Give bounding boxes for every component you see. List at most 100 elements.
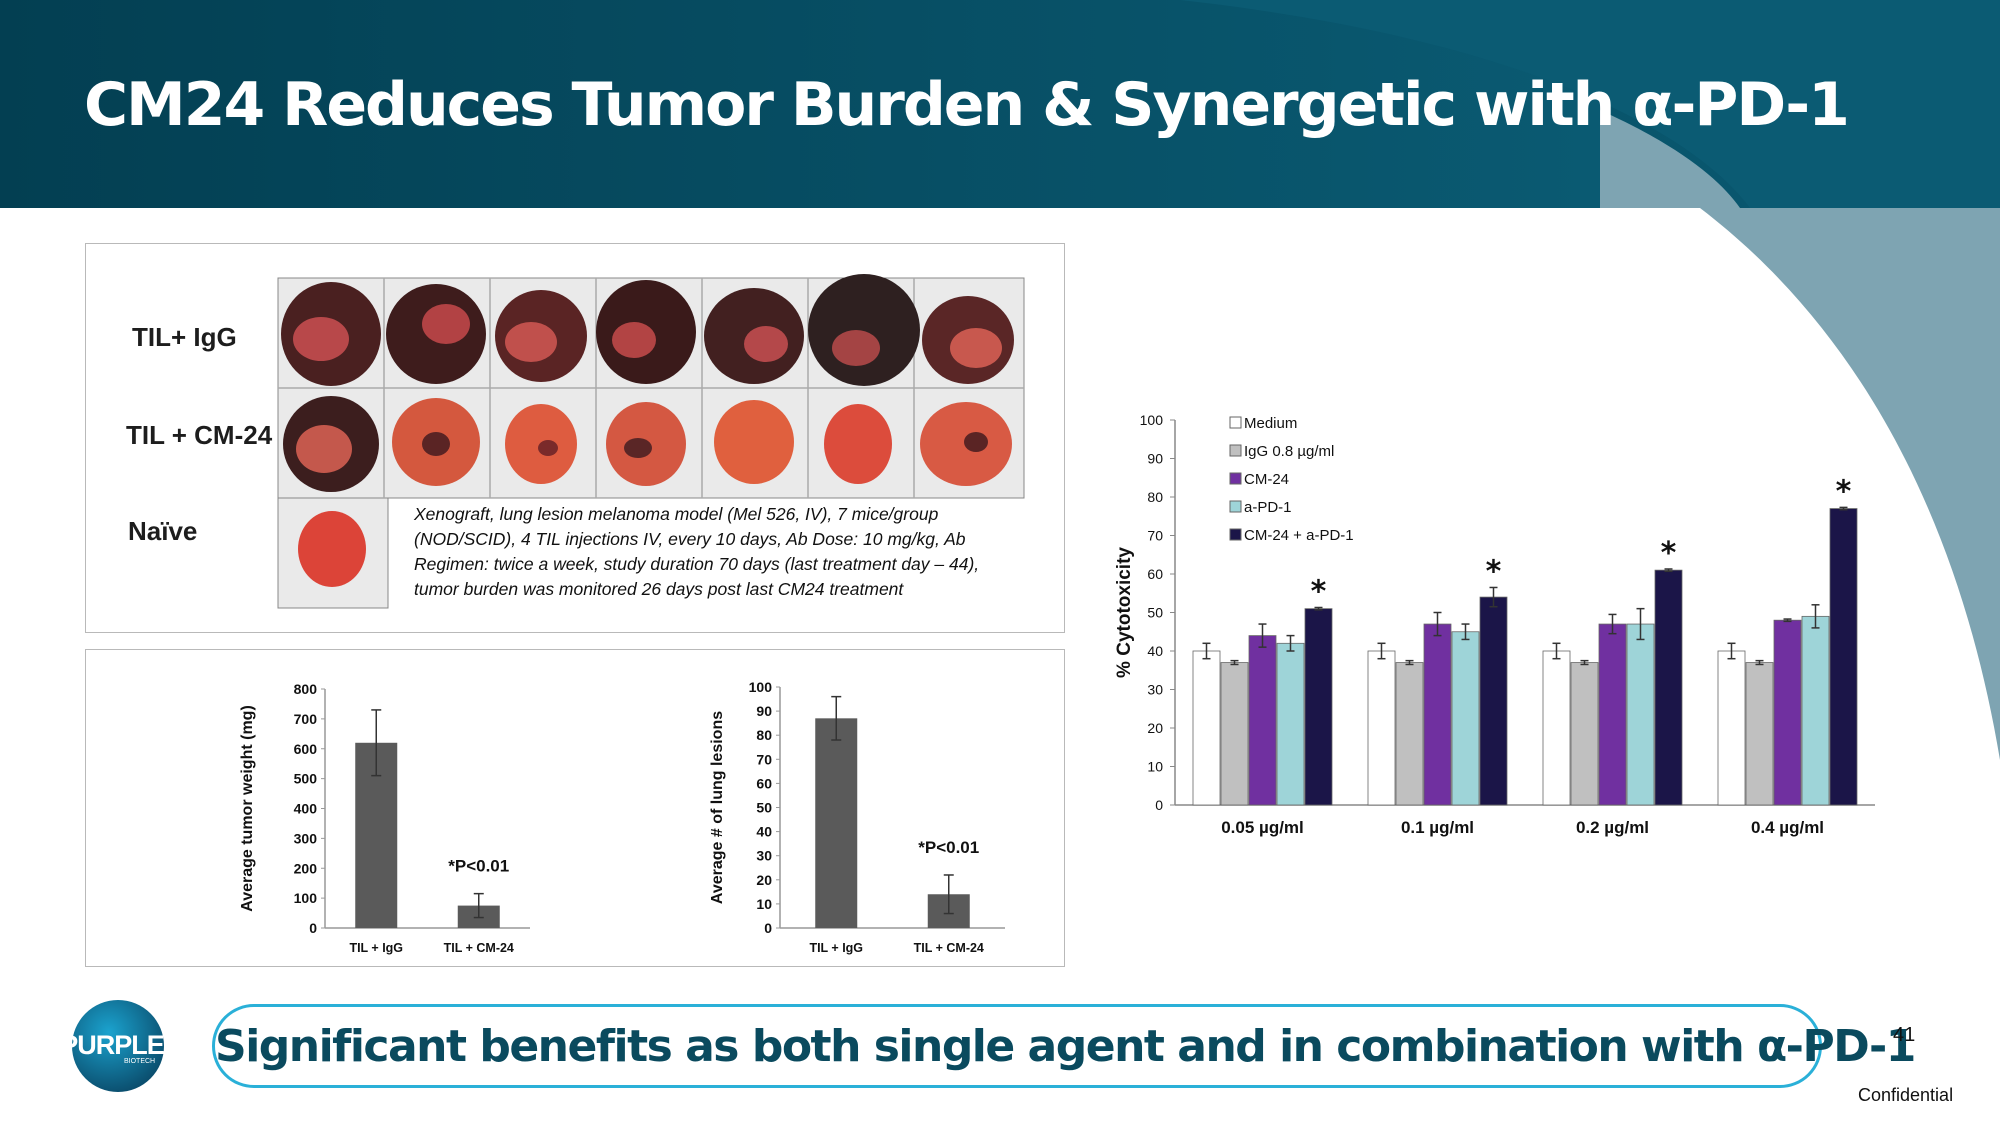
bar	[1829, 508, 1858, 806]
bar	[815, 718, 858, 928]
y-tick-label: 50	[1147, 605, 1163, 621]
error-bar	[1664, 568, 1673, 573]
significance-annotation: *P<0.01	[918, 838, 979, 857]
y-tick-label: 70	[1147, 528, 1163, 544]
y-axis-title: Average # of lung lesions	[709, 711, 726, 904]
y-tick-label: 200	[294, 860, 318, 876]
error-bar	[1839, 506, 1848, 511]
error-bar	[1314, 606, 1323, 611]
y-tick-label: 700	[294, 711, 318, 727]
y-tick-label: 500	[294, 771, 318, 787]
logo-subtext: BIOTECH	[124, 1058, 156, 1065]
y-tick-label: 60	[1147, 566, 1163, 582]
y-tick-label: 80	[1147, 489, 1163, 505]
naive-lung	[298, 511, 366, 587]
y-tick-label: 100	[294, 890, 318, 906]
legend-swatch	[1229, 472, 1242, 485]
x-tick-label: TIL + CM-24	[914, 941, 984, 955]
study-caption: Xenograft, lung lesion melanoma model (M…	[414, 504, 980, 599]
bar	[1451, 631, 1480, 806]
tumor-weight-chart: 0 100 200 300 400 500 600 700 800 TIL + IgG TIL + …	[239, 681, 530, 955]
error-bar	[473, 892, 484, 919]
significance-marker: *	[1836, 474, 1852, 509]
cytotoxicity-chart: 0 10 20 30 40 50 60 70 80 90 100 % Cytotoxicity * 0.0…	[1114, 412, 1875, 837]
y-tick-label: 10	[756, 896, 772, 912]
x-tick-label: 0.2 µg/ml	[1576, 818, 1649, 837]
y-tick-label: 300	[294, 830, 318, 846]
error-bar	[1608, 613, 1617, 635]
error-bar	[1636, 607, 1645, 641]
tumor-burden-panel	[85, 649, 1065, 967]
tagline: Significant benefits as both single agen…	[215, 1021, 1916, 1072]
error-bar	[1377, 642, 1386, 660]
y-tick-label: 0	[309, 920, 317, 936]
x-tick-label: TIL + IgG	[349, 941, 403, 955]
logo-wordmark: PURPLE	[60, 1030, 165, 1060]
y-tick-label: 400	[294, 801, 318, 817]
y-tick-label: 30	[756, 848, 772, 864]
bar	[1367, 650, 1396, 806]
significance-annotation: *P<0.01	[448, 857, 509, 876]
error-bar	[1552, 642, 1561, 660]
error-bar	[1230, 659, 1239, 666]
error-bar	[1286, 634, 1295, 652]
bar	[1717, 650, 1746, 806]
bar	[1423, 623, 1452, 806]
y-axis-title: Average tumor weight (mg)	[239, 705, 256, 912]
error-bar	[1258, 623, 1267, 648]
y-tick-label: 40	[1147, 643, 1163, 659]
company-logo: PURPLE BIOTECH	[52, 1000, 172, 1092]
page-number: 41	[1893, 1024, 1916, 1046]
legend-swatch	[1229, 500, 1242, 513]
y-axis-title: % Cytotoxicity	[1114, 547, 1135, 678]
legend-label: IgG 0.8 µg/ml	[1244, 443, 1334, 460]
row2-lungs	[283, 396, 1012, 492]
x-tick-label: 0.05 µg/ml	[1221, 818, 1304, 837]
y-tick-label: 100	[749, 679, 773, 695]
lung-lesions-chart: 0 10 20 30 40 50 60 70 80 90 100 TIL + IgG TIL + CM-…	[709, 679, 1005, 955]
y-tick-label: 70	[756, 751, 772, 767]
bar	[1479, 596, 1508, 806]
y-tick-label: 600	[294, 741, 318, 757]
tagline-box: Significant benefits as both single agen…	[212, 1004, 1916, 1088]
bar	[1773, 619, 1802, 806]
bar	[1626, 623, 1655, 806]
x-tick-label: TIL + CM-24	[444, 941, 514, 955]
y-tick-label: 20	[1147, 720, 1163, 736]
row-label-til-cm24: TIL + CM-24	[126, 420, 273, 450]
y-tick-label: 60	[756, 775, 772, 791]
significance-marker: *	[1661, 536, 1677, 571]
bar	[1395, 662, 1424, 806]
lung-photos	[277, 274, 1025, 609]
error-bar	[1811, 604, 1820, 629]
legend-swatch	[1229, 528, 1242, 541]
confidential-label: Confidential	[1858, 1085, 1954, 1105]
bar	[1654, 569, 1683, 806]
y-tick-label: 0	[764, 920, 772, 936]
legend-label: Medium	[1244, 415, 1297, 432]
x-tick-label: TIL + IgG	[809, 941, 863, 955]
error-bar	[1405, 659, 1414, 666]
y-tick-label: 90	[756, 703, 772, 719]
slide-title: CM24 Reduces Tumor Burden & Synergetic w…	[84, 70, 1850, 140]
error-bar	[1489, 586, 1498, 608]
row-label-naive: Naïve	[128, 516, 198, 546]
legend-label: CM-24	[1244, 471, 1289, 488]
y-tick-label: 0	[1155, 797, 1163, 813]
legend-swatch	[1229, 416, 1242, 429]
error-bar	[1783, 618, 1792, 623]
error-bar	[1580, 659, 1589, 666]
legend-label: a-PD-1	[1244, 499, 1292, 516]
x-tick-label: 0.4 µg/ml	[1751, 818, 1824, 837]
bar	[1570, 662, 1599, 806]
error-bar	[1433, 611, 1442, 637]
bar	[1801, 615, 1830, 806]
legend-label: CM-24 + a-PD-1	[1244, 527, 1354, 544]
y-tick-label: 10	[1147, 759, 1163, 775]
y-tick-label: 20	[756, 872, 772, 888]
y-tick-label: 40	[756, 824, 772, 840]
error-bar	[371, 709, 382, 777]
x-tick-label: 0.1 µg/ml	[1401, 818, 1474, 837]
y-tick-label: 100	[1140, 412, 1164, 428]
error-bar	[831, 695, 842, 741]
